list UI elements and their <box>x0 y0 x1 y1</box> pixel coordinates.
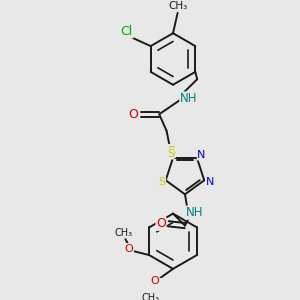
Text: O: O <box>150 276 159 286</box>
Text: O: O <box>124 244 133 254</box>
Text: CH₃: CH₃ <box>114 228 132 238</box>
Text: S: S <box>167 149 174 159</box>
Text: NH: NH <box>185 206 203 219</box>
Text: O: O <box>128 108 138 121</box>
Text: N: N <box>197 150 206 160</box>
Text: O: O <box>156 217 166 230</box>
Text: S: S <box>158 177 166 187</box>
Text: Cl: Cl <box>121 25 133 38</box>
Text: CH₃: CH₃ <box>168 1 187 10</box>
Text: N: N <box>206 177 214 187</box>
Text: CH₃: CH₃ <box>142 293 160 300</box>
Text: NH: NH <box>180 92 197 105</box>
Text: S: S <box>167 145 175 158</box>
